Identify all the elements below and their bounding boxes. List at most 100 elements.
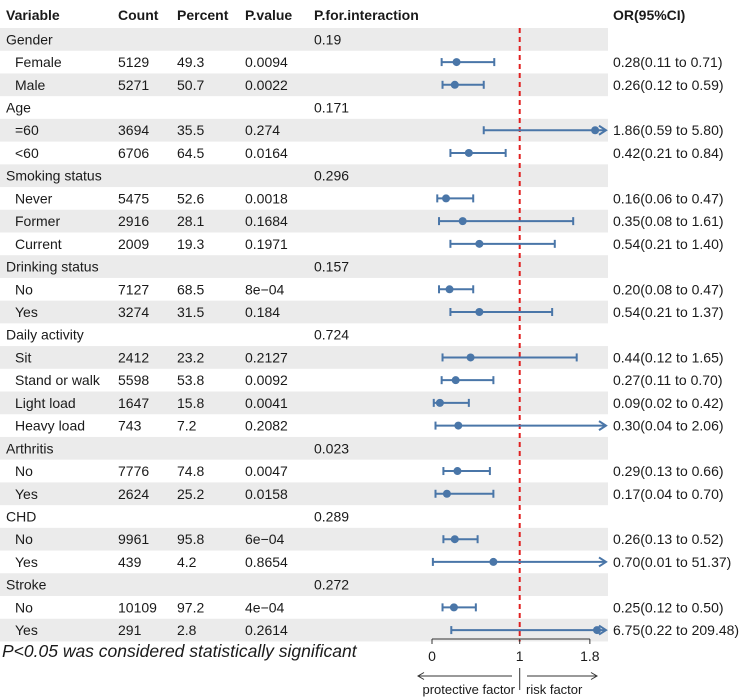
count-cell: 3274: [118, 304, 149, 320]
protective-factor-label: protective factor: [423, 682, 516, 697]
or-point: [450, 80, 459, 89]
row-stripe: [0, 300, 608, 324]
pvalue-cell: 0.274: [245, 122, 280, 138]
subgroup-label: Stand or walk: [15, 372, 101, 388]
row-stripe: [0, 527, 608, 551]
row-stripe: [0, 482, 608, 506]
percent-cell: 97.2: [177, 599, 204, 615]
subgroup-label: Heavy load: [15, 418, 85, 434]
pvalue-cell: 0.184: [245, 304, 280, 320]
percent-cell: 28.1: [177, 213, 204, 229]
p-interaction: 0.272: [314, 577, 349, 593]
or-ci-cell: 6.75(0.22 to 209.48): [613, 622, 739, 638]
pvalue-cell: 0.0047: [245, 463, 288, 479]
risk-arrowhead: [590, 672, 598, 680]
subgroup-label: Former: [15, 213, 60, 229]
percent-cell: 95.8: [177, 531, 204, 547]
pvalue-cell: 0.0164: [245, 145, 288, 161]
count-cell: 2624: [118, 486, 149, 502]
pvalue-cell: 0.1971: [245, 236, 288, 252]
subgroup-label: Male: [15, 77, 46, 93]
group-label: Daily activity: [6, 327, 84, 343]
protective-arrowhead: [417, 672, 425, 680]
pvalue-cell: 6e−04: [245, 531, 285, 547]
subgroup-label: No: [15, 531, 33, 547]
subgroup-label: No: [15, 281, 33, 297]
or-ci-cell: 0.28(0.11 to 0.71): [613, 54, 722, 70]
row-stripe: [0, 618, 608, 642]
count-cell: 2412: [118, 349, 149, 365]
group-label: Arthritis: [6, 440, 53, 456]
or-ci-cell: 0.54(0.21 to 1.37): [613, 304, 724, 320]
header-percent: Percent: [177, 7, 229, 23]
or-point: [464, 148, 473, 157]
subgroup-label: Current: [15, 236, 62, 252]
pvalue-cell: 4e−04: [245, 599, 285, 615]
x-tick-label: 0: [428, 648, 436, 664]
or-ci-cell: 0.26(0.12 to 0.59): [613, 77, 724, 93]
row-stripes: [0, 28, 608, 642]
p-interaction: 0.171: [314, 100, 349, 116]
pvalue-cell: 0.2614: [245, 622, 288, 638]
or-point: [454, 421, 463, 430]
subgroup-label: Yes: [15, 554, 38, 570]
or-ci-cell: 0.54(0.21 to 1.40): [613, 236, 724, 252]
count-cell: 7776: [118, 463, 149, 479]
p-interaction: 0.724: [314, 327, 349, 343]
group-label: CHD: [6, 508, 36, 524]
pvalue-cell: 8e−04: [245, 281, 285, 297]
count-cell: 439: [118, 554, 142, 570]
or-ci-cell: 0.09(0.02 to 0.42): [613, 395, 724, 411]
pvalue-cell: 0.1684: [245, 213, 288, 229]
subgroup-label: Yes: [15, 622, 38, 638]
p-interaction: 0.289: [314, 508, 349, 524]
pvalue-cell: 0.2127: [245, 349, 288, 365]
or-point: [453, 467, 462, 476]
or-ci-cell: 0.16(0.06 to 0.47): [613, 190, 724, 206]
p-interaction: 0.157: [314, 259, 349, 275]
table-rows: Gender 0.19 Female 5129 49.3 0.0094 0.28(0.11 …: [6, 31, 739, 638]
count-cell: 10109: [118, 599, 157, 615]
ci-upper-arrow: [598, 124, 608, 136]
percent-cell: 74.8: [177, 463, 204, 479]
percent-cell: 25.2: [177, 486, 204, 502]
or-point: [442, 489, 451, 498]
x-axis: 0 1 1.8 protective factor risk factor: [417, 638, 600, 697]
percent-cell: 4.2: [177, 554, 197, 570]
subgroup-label: No: [15, 463, 33, 479]
table-header: Variable Count Percent P.value P.for.int…: [6, 7, 685, 23]
ci-upper-arrow: [598, 420, 608, 431]
group-label: Stroke: [6, 577, 47, 593]
ci-marks: [431, 58, 608, 636]
or-point: [445, 285, 454, 294]
row-stripe: [0, 346, 608, 369]
or-point: [452, 58, 461, 67]
subgroup-label: Light load: [15, 395, 76, 411]
group-label: Age: [6, 100, 31, 116]
header-p-interaction: P.for.interaction: [314, 7, 419, 23]
percent-cell: 64.5: [177, 145, 204, 161]
percent-cell: 19.3: [177, 236, 204, 252]
or-ci-cell: 0.17(0.04 to 0.70): [613, 486, 724, 502]
x-tick-label: 1: [516, 648, 524, 664]
pvalue-cell: 0.0158: [245, 486, 288, 502]
or-ci-cell: 0.42(0.21 to 0.84): [613, 145, 724, 161]
pvalue-cell: 0.8654: [245, 554, 288, 570]
x-tick-label: 1.8: [580, 648, 600, 664]
or-ci-cell: 0.27(0.11 to 0.70): [613, 372, 722, 388]
subgroup-label: Sit: [15, 349, 31, 365]
row-stripe: [0, 573, 608, 596]
or-point: [489, 557, 498, 566]
or-point: [466, 353, 475, 362]
count-cell: 291: [118, 622, 142, 638]
percent-cell: 53.8: [177, 372, 204, 388]
header-count: Count: [118, 7, 159, 23]
percent-cell: 15.8: [177, 395, 204, 411]
row-stripe: [0, 255, 608, 278]
or-ci-cell: 0.29(0.13 to 0.66): [613, 463, 724, 479]
percent-cell: 31.5: [177, 304, 204, 320]
or-point: [442, 194, 451, 203]
subgroup-label: =60: [15, 122, 39, 138]
p-interaction: 0.023: [314, 440, 349, 456]
percent-cell: 68.5: [177, 281, 204, 297]
